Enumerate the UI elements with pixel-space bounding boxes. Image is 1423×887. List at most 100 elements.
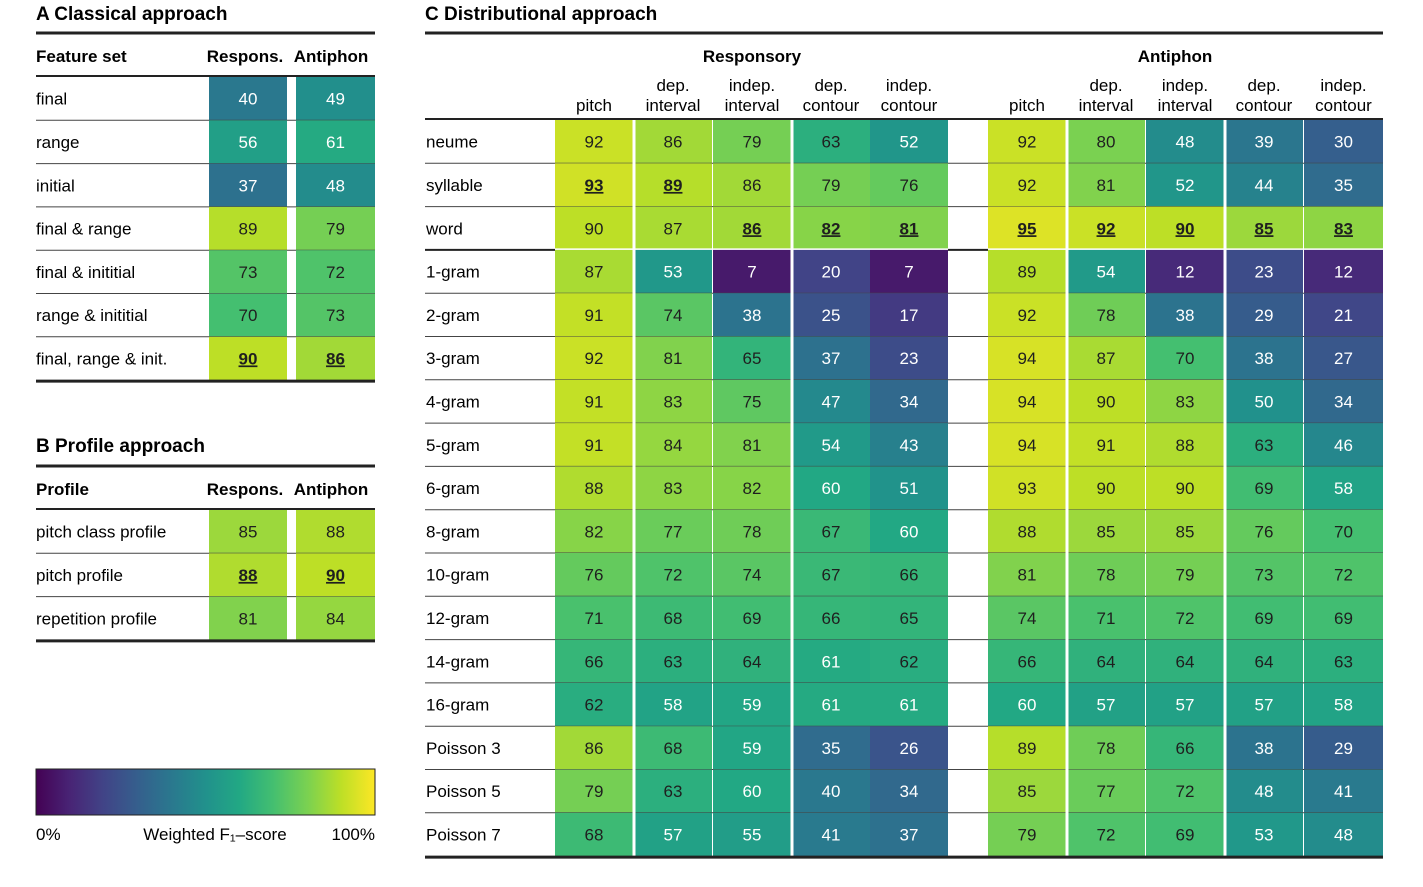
panel-c-cell [1067, 812, 1145, 857]
panel-c-value: 89 [1018, 739, 1037, 758]
panel-c-cell [870, 379, 948, 424]
panel-c-cell [870, 812, 948, 857]
panel-c-column-header: contour [1315, 96, 1372, 115]
panel-c-value: 41 [822, 825, 841, 844]
panel-c-value: 75 [743, 392, 762, 411]
panel-a-respons-value: 40 [239, 90, 258, 109]
panel-a-respons-cell [209, 163, 287, 207]
panel-c-cell [870, 336, 948, 380]
panel-c-cell [1067, 553, 1145, 597]
panel-b-respons-cell [209, 553, 287, 597]
panel-c-cell [1225, 249, 1303, 294]
panel-c-value: 79 [1018, 825, 1037, 844]
panel-c-cell [634, 726, 712, 770]
panel-c-value: 66 [900, 566, 919, 585]
panel-b-header-col2: Antiphon [294, 480, 369, 499]
panel-c-value: 85 [1176, 522, 1195, 541]
panel-c-cell [1067, 423, 1145, 467]
panel-c-value: 91 [585, 306, 604, 325]
panel-c-column-header: indep. [1320, 76, 1366, 95]
panel-c-cell [555, 120, 633, 164]
panel-a-row-label: range [36, 133, 79, 152]
panel-c-cell [555, 769, 633, 813]
panel-c-cell [988, 812, 1066, 857]
panel-c-cell [555, 379, 633, 424]
panel-b-respons-value: 85 [239, 523, 258, 542]
colorbar-gradient [35, 768, 376, 816]
panel-c-value: 40 [822, 782, 841, 801]
panel-c-cell [988, 682, 1066, 727]
panel-c-cell [870, 726, 948, 770]
panel-c-value: 55 [743, 825, 762, 844]
panel-c-row-label: neume [426, 133, 478, 152]
panel-c-value: 81 [743, 436, 762, 455]
panel-c-row-label: 2-gram [426, 306, 480, 325]
panel-c-cell [555, 726, 633, 770]
panel-c-cell [555, 293, 633, 337]
panel-c-cell [792, 163, 870, 207]
panel-c-column-header: pitch [576, 96, 612, 115]
panel-c-cell [713, 726, 791, 770]
panel-c-row-label: 14-gram [426, 652, 489, 671]
panel-c-value: 94 [1018, 392, 1037, 411]
panel-a-body: final 40 49 range 56 61 initial 37 48 final & ran… [36, 77, 375, 383]
panel-b: B Profile approach Profile Respons. Anti… [36, 436, 375, 643]
panel-c-cell [1067, 206, 1145, 250]
panel-c-value: 58 [1334, 696, 1353, 715]
panel-c-row-label: syllable [426, 176, 483, 195]
panel-a-antiphon-value: 73 [326, 306, 345, 325]
panel-c-cell [555, 812, 633, 857]
panel-a: A Classical approach Feature set Respons… [36, 4, 375, 383]
panel-c-cell [1225, 596, 1303, 640]
panel-b-antiphon-value: 88 [326, 523, 345, 542]
panel-c-cell [1146, 423, 1224, 467]
panel-c-column-header: contour [881, 96, 938, 115]
panel-c-value: 30 [1334, 133, 1353, 152]
panel-c-row-label: 10-gram [426, 566, 489, 585]
panel-c-value: 43 [900, 436, 919, 455]
panel-c-value: 52 [1176, 176, 1195, 195]
panel-c-cell [1067, 336, 1145, 380]
panel-c-cell [1146, 769, 1224, 813]
panel-c-value: 57 [1097, 696, 1116, 715]
panel-c-value: 34 [1334, 392, 1353, 411]
panel-c-cell [1304, 466, 1383, 510]
panel-c-value: 74 [743, 566, 762, 585]
panel-c-cell [870, 249, 948, 294]
panel-c-value: 85 [1097, 522, 1116, 541]
panel-c-cell [1225, 206, 1303, 250]
panel-c-cell [988, 639, 1066, 683]
panel-c-column-header: dep. [1089, 76, 1122, 95]
panel-c-cell [1304, 726, 1383, 770]
panel-c-cell [1146, 466, 1224, 510]
panel-c-value: 79 [743, 133, 762, 152]
panel-c-cell [792, 553, 870, 597]
panel-c-cell [713, 769, 791, 813]
panel-c-cell [1067, 379, 1145, 424]
panel-c-value: 27 [1334, 349, 1353, 368]
panel-c-column-headers: pitchdep.intervalindep.intervaldep.conto… [425, 76, 1383, 120]
panel-c-cell [634, 466, 712, 510]
panel-c-row-label: Poisson 5 [426, 782, 501, 801]
panel-c-value: 76 [1255, 522, 1274, 541]
panel-c-cell [1146, 726, 1224, 770]
panel-c-value: 70 [1176, 349, 1195, 368]
panel-c-cell [988, 379, 1066, 424]
panel-c-cell [634, 120, 712, 164]
panel-c-value: 91 [585, 436, 604, 455]
panel-b-antiphon-value: 90 [326, 566, 345, 585]
panel-a-title: A Classical approach [36, 4, 227, 25]
panel-c-cell [988, 293, 1066, 337]
panel-a-respons-cell [209, 77, 287, 121]
panel-c-column-header: contour [1236, 96, 1293, 115]
panel-c-value: 93 [1018, 479, 1037, 498]
panel-c-cell [792, 812, 870, 857]
panel-c-value: 92 [1018, 176, 1037, 195]
panel-a-row-label: final, range & init. [36, 349, 167, 368]
panel-c-row-label: 6-gram [426, 479, 480, 498]
panel-c-cell [713, 812, 791, 857]
panel-c-cell [792, 293, 870, 337]
colorbar-max-label: 100% [332, 825, 375, 844]
panel-c-row-label: word [425, 219, 463, 238]
panel-c-value: 66 [1018, 652, 1037, 671]
